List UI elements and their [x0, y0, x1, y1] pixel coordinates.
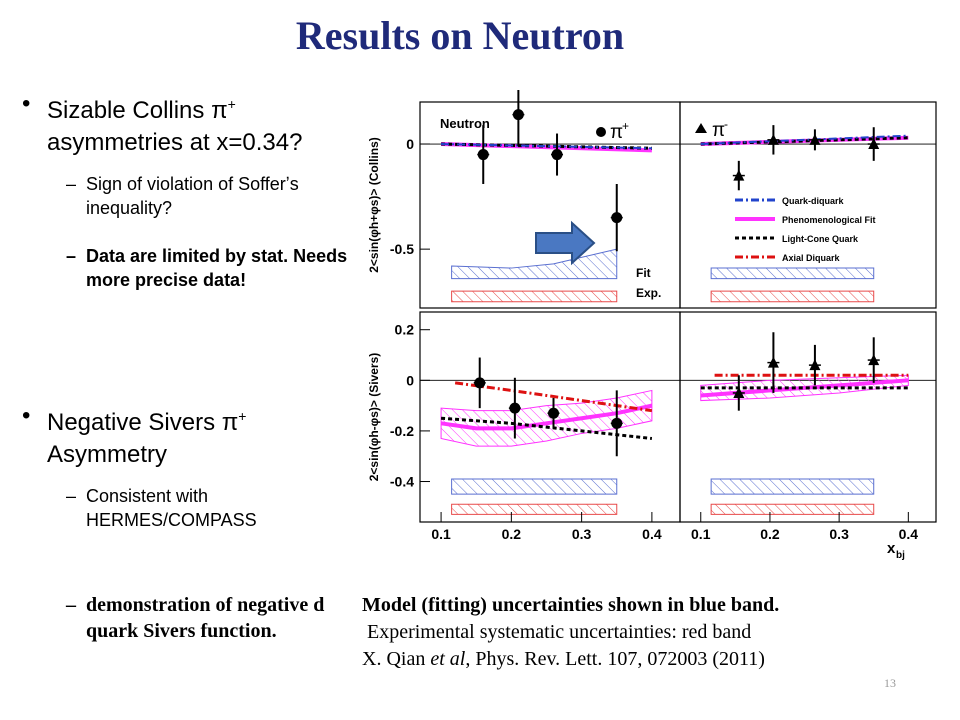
citation-etal: et al: [430, 648, 466, 670]
exp-systematic-band: [710, 290, 875, 303]
caption-line-model: Model (fitting) uncertainties shown in b…: [362, 594, 780, 616]
model-uncertainty-band: [710, 478, 875, 495]
data-point: [548, 407, 560, 419]
legend-piplus-symbol: π: [610, 122, 623, 143]
legend-piplus-sup: +: [622, 119, 629, 133]
citation-authors: X. Qian: [362, 648, 431, 670]
bullet-text-part: Sizable Collins π: [47, 97, 228, 124]
y-tick-label: -0.5: [390, 241, 414, 257]
data-point: [767, 356, 779, 368]
y-tick-label: 0.2: [395, 322, 415, 338]
bullet-text: Sizable Collins π+ asymmetries at x=0.34…: [47, 88, 367, 159]
dash-icon: –: [66, 486, 77, 506]
sub-bullet-text: demonstration of negative d quark Sivers…: [86, 594, 325, 642]
data-point: [477, 149, 489, 161]
bullet-dot-icon: •: [22, 90, 31, 117]
y-tick-label: -0.2: [390, 423, 414, 439]
data-point: [868, 138, 880, 150]
bullet-text-part: Negative Sivers π: [47, 409, 239, 436]
legend-piminus-symbol: π: [712, 120, 725, 141]
data-point: [512, 109, 524, 121]
data-point: [809, 133, 821, 145]
data-point: [611, 417, 623, 429]
sub-bullet-text: Consistent with HERMES/COMPASS: [86, 486, 257, 530]
bullet-text-part: Asymmetry: [47, 441, 167, 468]
legend-quark-diquark: Quark-diquark: [782, 196, 845, 206]
slide-title: Results on Neutron: [295, 13, 625, 58]
y-axis-label: 2<sin(φh-φs)> (Sivers): [367, 353, 381, 482]
legend-piplus: π +: [596, 119, 629, 143]
x-tick-label: 0.4: [899, 526, 919, 542]
y-tick-label: 0: [406, 372, 414, 388]
bullet-sup: +: [238, 408, 247, 424]
x-axis-label-sub: bj: [896, 550, 905, 561]
bullet-sup: +: [227, 96, 236, 112]
model-curve-quark-diquark: [700, 134, 909, 146]
data-point: [767, 133, 779, 145]
data-point: [733, 386, 745, 398]
bullet-text: Negative Sivers π+ Asymmetry: [47, 400, 367, 471]
legend-phenomenological-fit: Phenomenological Fit: [782, 215, 876, 225]
exp-band-label: Exp.: [636, 286, 661, 300]
caption: Model (fitting) uncertainties shown in b…: [362, 592, 922, 673]
x-tick-label: 0.3: [572, 526, 592, 542]
legend-light-cone-quark: Light-Cone Quark: [782, 234, 859, 244]
dash-icon: –: [66, 174, 77, 194]
data-point: [809, 359, 821, 371]
x-axis-label-main: x: [887, 540, 896, 557]
data-point: [551, 149, 563, 161]
data-point: [868, 354, 880, 366]
model-uncertainty-band: [451, 248, 618, 280]
x-axis-label: x bj: [887, 540, 905, 561]
legend-axial-diquark: Axial Diquark: [782, 253, 841, 263]
bullet-text-part: asymmetries at x=0.34?: [47, 129, 303, 156]
x-tick-label: 0.3: [829, 526, 849, 542]
panel-frame: [679, 311, 937, 523]
fit-band-label: Fit: [636, 266, 651, 280]
y-axis-label: 2<sin(φh+φs)> (Collins): [367, 137, 381, 273]
x-tick-label: 0.4: [642, 526, 662, 542]
y-tick-label: -0.4: [390, 474, 414, 490]
model-uncertainty-band: [710, 267, 875, 280]
page-number: 13: [884, 676, 896, 690]
sub-bullet-text: Data are limited by stat. Needs more pre…: [86, 246, 348, 290]
asymmetry-chart: 0 -0.5 2<sin(φh+φs)> (Collins) 0.1 0.2 0.3 0.4…: [367, 90, 937, 561]
highlight-arrow-icon: [535, 220, 596, 266]
dash-icon: –: [66, 594, 76, 616]
dash-icon: –: [66, 246, 77, 266]
data-point: [474, 377, 486, 389]
x-tick-label: 0.1: [431, 526, 451, 542]
panel-frame: [679, 101, 937, 309]
data-point: [611, 212, 623, 224]
sub-bullet-text: Sign of violation of Sofferʼs inequality…: [86, 174, 299, 218]
x-tick-label: 0.2: [502, 526, 522, 542]
fit-error-band: [440, 389, 653, 447]
exp-systematic-band: [451, 503, 618, 515]
legend-piminus-marker: [695, 123, 707, 133]
bullet-dot-icon: •: [22, 402, 31, 429]
legend-piplus-marker: [596, 127, 606, 137]
model-legend: Quark-diquark Phenomenological Fit Light…: [735, 196, 876, 263]
model-uncertainty-band: [451, 478, 618, 495]
caption-line-exp: Experimental systematic uncertainties: r…: [362, 621, 752, 643]
data-point: [733, 169, 745, 181]
caption-line-citation: X. Qian et al, Phys. Rev. Lett. 107, 072…: [362, 646, 922, 673]
exp-systematic-band: [710, 503, 875, 515]
y-tick-label: 0: [406, 136, 414, 152]
legend-piminus-sup: -: [724, 117, 728, 131]
x-tick-label: 0.2: [760, 526, 780, 542]
chart-neutron-label: Neutron: [440, 116, 490, 131]
x-tick-label: 0.1: [691, 526, 711, 542]
legend-piminus: π -: [695, 117, 728, 141]
exp-systematic-band: [451, 290, 618, 303]
citation-journal: , Phys. Rev. Lett. 107, 072003 (2011): [465, 648, 765, 670]
model-curve-quark-diquark: [441, 143, 652, 150]
data-point: [509, 402, 521, 414]
